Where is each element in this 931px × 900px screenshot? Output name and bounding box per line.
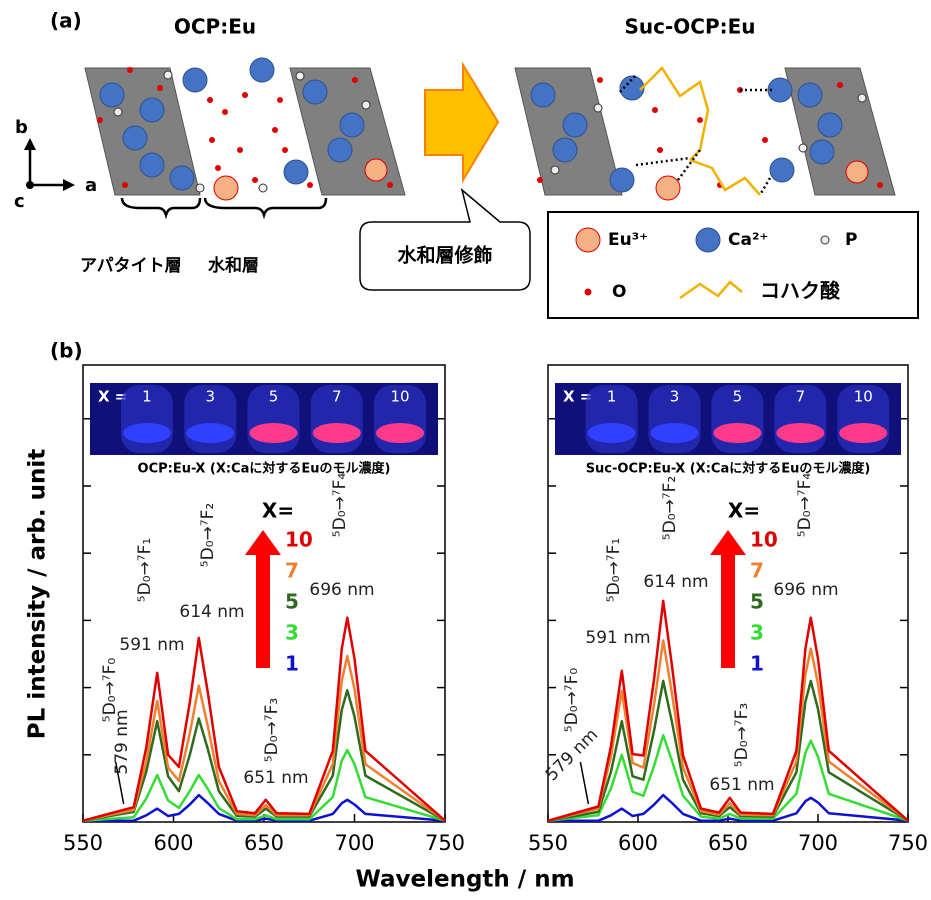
photo-label: 7: [796, 388, 806, 406]
legend-box: [548, 212, 918, 318]
peak-annotation: 591 nm: [585, 628, 650, 648]
peak-annotation: ⁵D₀→⁷F₃: [262, 698, 282, 762]
x-tick-label: 650: [708, 831, 748, 855]
photo-label: 5: [269, 388, 279, 406]
legend-symbol: [585, 289, 592, 296]
photo-caption: Suc-OCP:Eu-X (X:Caに対するEuのモル濃度): [586, 461, 871, 477]
axis-label: c: [14, 191, 25, 212]
peak-annotation: ⁵D₀→⁷F₄: [330, 473, 350, 538]
sample-glow: [588, 423, 636, 443]
legend-label: 7: [750, 559, 764, 583]
photo-label: 3: [205, 388, 215, 406]
peak-annotation: 696 nm: [773, 580, 838, 600]
x-tick-label: 650: [244, 831, 284, 855]
peak-annotation: 591 nm: [119, 635, 184, 655]
layer-label: 水和層: [208, 255, 259, 276]
schematic: (a) OCP:Eu Suc-OCP:Eu: [14, 9, 918, 363]
callout-text: 水和層修飾: [397, 244, 492, 267]
x-tick-label: 550: [528, 831, 568, 855]
sample-glow: [776, 423, 824, 443]
legend-symbol: [696, 228, 720, 252]
photo-label: 7: [332, 388, 342, 406]
sample-glow: [839, 423, 887, 443]
legend-label: 7: [285, 559, 299, 583]
legend-text: P: [845, 230, 857, 250]
peak-annotation: ⁵D₀→⁷F₃: [732, 703, 752, 767]
x-tick-label: 750: [888, 831, 928, 855]
legend-symbol: [821, 236, 829, 244]
layer-label: アパタイト層: [80, 256, 182, 276]
sample-glow: [313, 423, 361, 443]
photo-caption: OCP:Eu-X (X:Caに対するEuのモル濃度): [138, 461, 391, 477]
legend-label: 5: [750, 590, 764, 614]
peak-annotation: 696 nm: [309, 580, 374, 600]
peak-annotation: 651 nm: [243, 768, 308, 788]
axis-label: b: [15, 117, 28, 138]
callout: [360, 190, 530, 290]
peak-annotation: ⁵D₀→⁷F₂: [198, 503, 218, 567]
x-tick-label: 700: [798, 831, 838, 855]
legend-arrow: [710, 530, 746, 668]
y-axis-title: PL intensity / arb. unit: [25, 449, 51, 739]
x-tick-label: 750: [425, 831, 465, 855]
sample-glow: [713, 423, 761, 443]
peak-annotation: 614 nm: [643, 572, 708, 592]
peak-annotation: ⁵D₀→⁷F₀: [562, 668, 582, 733]
legend-label: 3: [750, 621, 764, 645]
sample-glow: [376, 423, 424, 443]
brace: [122, 198, 200, 215]
succinic-chain: [690, 160, 760, 195]
legend-text: Eu³⁺: [608, 230, 648, 250]
figure: (a) OCP:Eu Suc-OCP:Eu: [0, 0, 931, 896]
legend-text: コハク酸: [760, 279, 841, 303]
legend-label: 1: [285, 652, 299, 676]
photo-label: 1: [142, 388, 152, 406]
sample-glow: [249, 423, 297, 443]
photo-label: 10: [390, 388, 409, 406]
brace: [205, 198, 326, 215]
axis-arrow: [24, 138, 36, 150]
sample-glow: [123, 423, 171, 443]
panel-label: (b): [50, 339, 83, 363]
legend-label: 5: [285, 590, 299, 614]
photo-label: 1: [607, 388, 617, 406]
legend-title: X=: [262, 499, 294, 523]
peak-annotation: ⁵D₀→⁷F₂: [660, 476, 680, 540]
legend-label: 3: [285, 621, 299, 645]
peak-annotation: 614 nm: [179, 602, 244, 622]
axis-label: a: [85, 175, 97, 196]
axis-arrow: [63, 179, 75, 191]
legend-label: 1: [750, 652, 764, 676]
legend-label: 10: [750, 528, 778, 552]
x-tick-label: 700: [334, 831, 374, 855]
panel-label: (a): [50, 9, 82, 33]
peak-annotation: ⁵D₀→⁷F₁: [604, 538, 624, 602]
title: Suc-OCP:Eu: [624, 15, 755, 39]
sample-glow: [651, 423, 699, 443]
x-axis-title: Wavelength / nm: [355, 867, 574, 893]
succinic-chain: [640, 68, 708, 160]
legend-text: Ca²⁺: [728, 230, 768, 250]
photo-label: 5: [733, 388, 743, 406]
arrow: [425, 65, 498, 180]
x-tick-label: 600: [153, 831, 193, 855]
photo-label: 3: [670, 388, 680, 406]
legend-title: X=: [728, 499, 760, 523]
x-tick-label: 600: [618, 831, 658, 855]
legend-arrow: [245, 530, 281, 668]
peak-annotation: ⁵D₀→⁷F₄: [795, 473, 815, 538]
sample-glow: [186, 423, 234, 443]
peak-annotation: ⁵D₀→⁷F₁: [135, 538, 155, 602]
legend-text: O: [612, 282, 626, 302]
axis-origin: [26, 181, 34, 189]
peak-annotation: 579 nm: [112, 709, 132, 774]
x-tick-label: 550: [63, 831, 103, 855]
legend-symbol: [576, 228, 600, 252]
photo-label: 10: [854, 388, 873, 406]
title: OCP:Eu: [174, 15, 256, 39]
annotation-pointer: [580, 762, 588, 804]
peak-annotation: 651 nm: [709, 775, 774, 795]
legend-label: 10: [285, 528, 313, 552]
